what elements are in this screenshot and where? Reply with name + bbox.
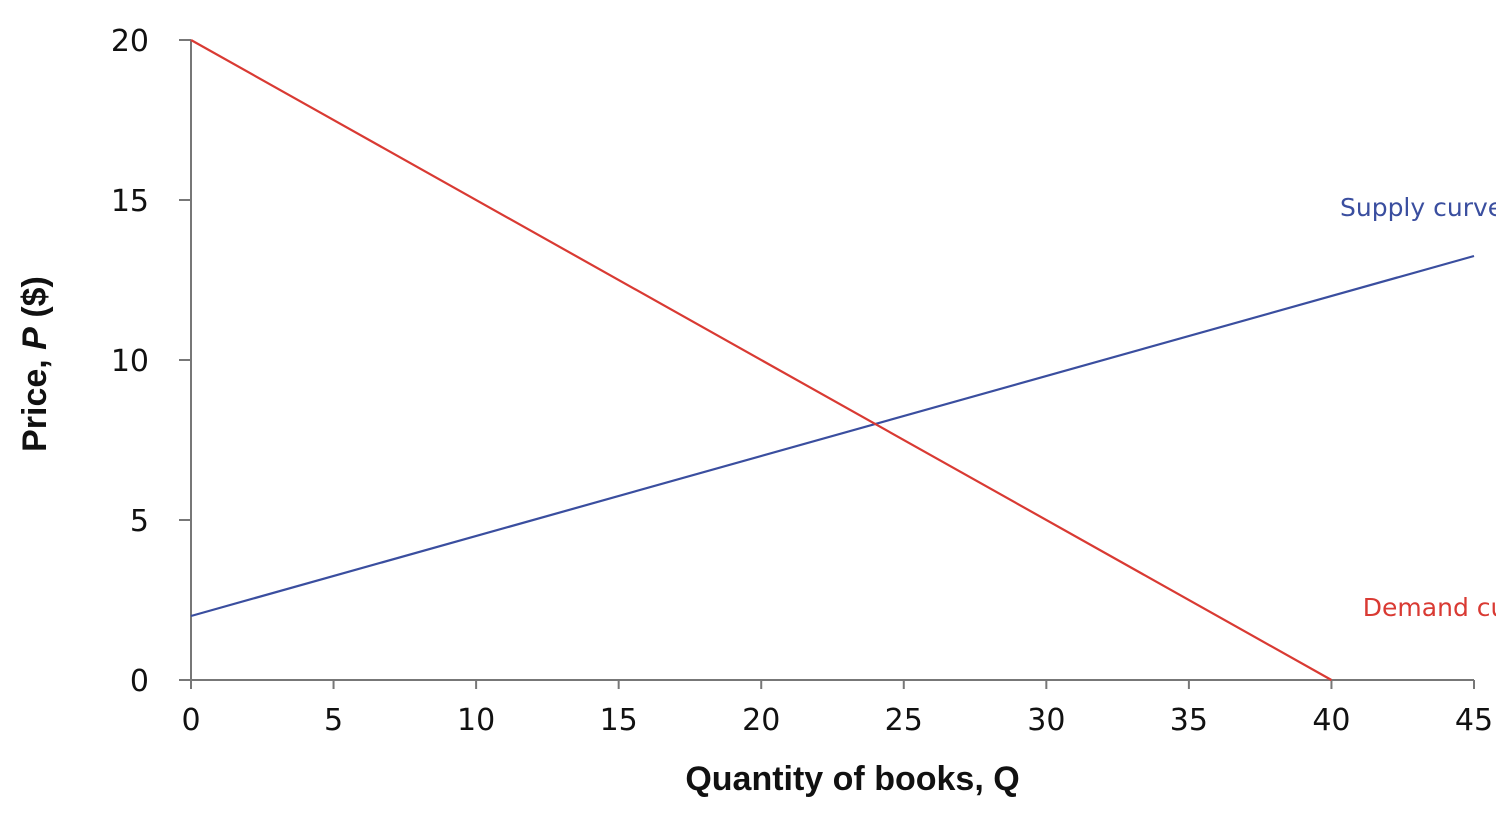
y-ticks: 0 5 10 15 20 bbox=[111, 24, 191, 699]
y-tick-label: 15 bbox=[111, 184, 149, 219]
y-tick-label: 0 bbox=[130, 664, 149, 699]
demand-curve-line bbox=[190, 39, 1332, 681]
supply-curve-label: Supply curve bbox=[1340, 193, 1496, 222]
x-tick-label: 35 bbox=[1170, 703, 1208, 738]
y-axis-title-part: ($) bbox=[16, 276, 54, 327]
x-tick-label: 0 bbox=[181, 703, 200, 738]
y-axis-title-variable: P bbox=[16, 327, 54, 350]
demand-curve-label: Demand curve bbox=[1363, 593, 1496, 622]
x-tick-label: 45 bbox=[1455, 703, 1493, 738]
y-tick-label: 5 bbox=[130, 504, 149, 539]
y-tick-label: 20 bbox=[111, 24, 149, 59]
series-layer bbox=[190, 39, 1475, 681]
series-labels: Supply curve Demand curve bbox=[1340, 193, 1496, 622]
x-tick-label: 20 bbox=[742, 703, 780, 738]
supply-curve-line bbox=[190, 254, 1475, 618]
x-axis-title: Quantity of books, Q bbox=[685, 760, 1019, 798]
axes bbox=[190, 40, 1474, 681]
x-tick-label: 40 bbox=[1312, 703, 1350, 738]
x-tick-label: 15 bbox=[600, 703, 638, 738]
x-tick-label: 5 bbox=[324, 703, 343, 738]
x-tick-label: 30 bbox=[1027, 703, 1065, 738]
y-axis-title: Price, P ($) bbox=[16, 276, 54, 452]
x-tick-label: 10 bbox=[457, 703, 495, 738]
y-tick-label: 10 bbox=[111, 344, 149, 379]
y-axis-title-part: Price, bbox=[16, 350, 54, 452]
x-ticks: 0 5 10 15 20 25 30 35 40 45 bbox=[181, 680, 1493, 738]
x-tick-label: 25 bbox=[885, 703, 923, 738]
